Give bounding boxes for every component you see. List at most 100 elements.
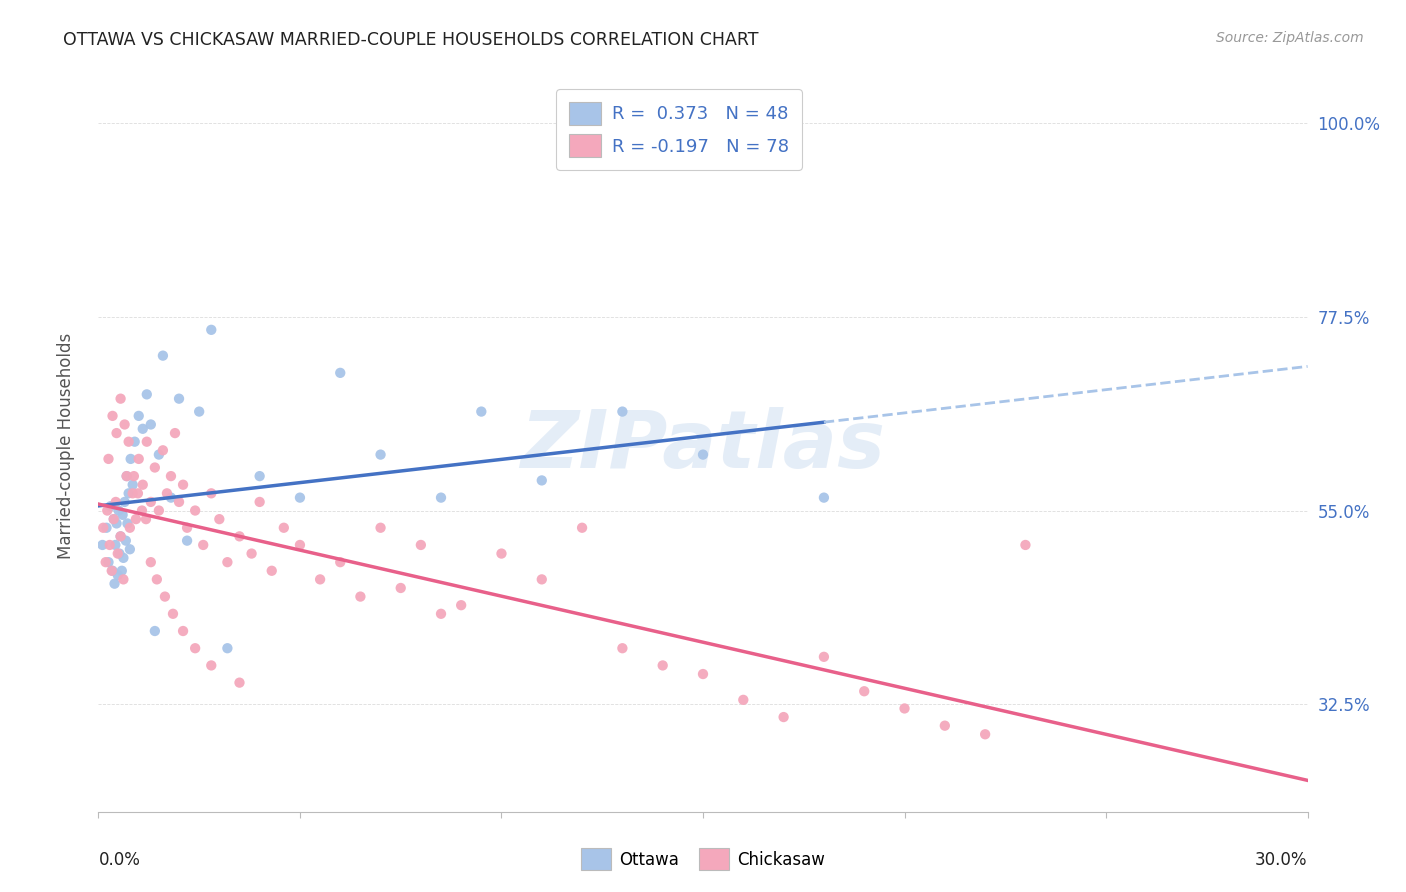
Text: 0.0%: 0.0% <box>98 851 141 869</box>
Point <box>260 564 283 578</box>
Point <box>114 533 136 548</box>
Point <box>172 477 194 491</box>
Point <box>114 417 136 432</box>
Point <box>108 547 131 561</box>
Point <box>114 495 136 509</box>
Point <box>156 486 179 500</box>
Point <box>184 503 207 517</box>
Point <box>107 503 129 517</box>
Point <box>530 573 553 587</box>
Point <box>139 417 162 432</box>
Point <box>162 607 184 621</box>
Point <box>491 547 513 561</box>
Point <box>111 564 134 578</box>
Point <box>121 477 143 491</box>
Point <box>120 451 142 466</box>
Point <box>470 404 492 418</box>
Point <box>118 521 141 535</box>
Point <box>115 469 138 483</box>
Legend: Ottawa, Chickasaw: Ottawa, Chickasaw <box>574 842 832 877</box>
Point <box>409 538 432 552</box>
Point <box>107 547 129 561</box>
Point <box>124 434 146 449</box>
Point <box>288 491 311 505</box>
Point <box>121 486 143 500</box>
Point <box>692 667 714 681</box>
Point <box>571 521 593 535</box>
Point <box>217 555 239 569</box>
Point <box>228 675 250 690</box>
Point <box>118 486 141 500</box>
Point <box>111 508 134 522</box>
Text: 30.0%: 30.0% <box>1256 851 1308 869</box>
Point <box>370 448 392 462</box>
Point <box>692 448 714 462</box>
Point <box>370 521 392 535</box>
Point <box>101 409 124 423</box>
Text: OTTAWA VS CHICKASAW MARRIED-COUPLE HOUSEHOLDS CORRELATION CHART: OTTAWA VS CHICKASAW MARRIED-COUPLE HOUSE… <box>63 31 759 49</box>
Point <box>103 512 125 526</box>
Point <box>1014 538 1036 552</box>
Point <box>853 684 876 698</box>
Point <box>893 701 915 715</box>
Point <box>228 529 250 543</box>
Point <box>105 426 128 441</box>
Point <box>612 404 634 418</box>
Point <box>125 512 148 526</box>
Point <box>200 323 222 337</box>
Point <box>98 538 121 552</box>
Point <box>193 538 215 552</box>
Point <box>217 641 239 656</box>
Point <box>128 451 150 466</box>
Point <box>117 516 139 531</box>
Point <box>200 486 222 500</box>
Point <box>107 568 129 582</box>
Point <box>152 349 174 363</box>
Point <box>146 573 169 587</box>
Text: ZIPatlas: ZIPatlas <box>520 407 886 485</box>
Point <box>733 693 755 707</box>
Point <box>772 710 794 724</box>
Point <box>135 434 157 449</box>
Point <box>152 443 174 458</box>
Point <box>100 564 122 578</box>
Point <box>135 387 157 401</box>
Point <box>143 624 166 638</box>
Point <box>91 538 114 552</box>
Point <box>160 469 183 483</box>
Point <box>110 392 132 406</box>
Point <box>105 516 128 531</box>
Point <box>128 409 150 423</box>
Legend: R =  0.373   N = 48, R = -0.197   N = 78: R = 0.373 N = 48, R = -0.197 N = 78 <box>555 89 801 170</box>
Point <box>118 434 141 449</box>
Point <box>153 590 176 604</box>
Point <box>101 564 124 578</box>
Point <box>184 641 207 656</box>
Point <box>139 495 162 509</box>
Point <box>118 542 141 557</box>
Point <box>167 392 190 406</box>
Point <box>249 495 271 509</box>
Point <box>96 503 118 517</box>
Point <box>249 469 271 483</box>
Point <box>329 555 352 569</box>
Point <box>309 573 332 587</box>
Point <box>131 503 153 517</box>
Point <box>240 547 263 561</box>
Point <box>430 491 453 505</box>
Point <box>163 426 186 441</box>
Point <box>208 512 231 526</box>
Point <box>349 590 371 604</box>
Point <box>176 521 198 535</box>
Point <box>139 555 162 569</box>
Point <box>612 641 634 656</box>
Point <box>148 503 170 517</box>
Point <box>110 529 132 543</box>
Point <box>813 649 835 664</box>
Text: Source: ZipAtlas.com: Source: ZipAtlas.com <box>1216 31 1364 45</box>
Point <box>148 448 170 462</box>
Point <box>176 533 198 548</box>
Point <box>97 451 120 466</box>
Point <box>143 460 166 475</box>
Point <box>91 521 114 535</box>
